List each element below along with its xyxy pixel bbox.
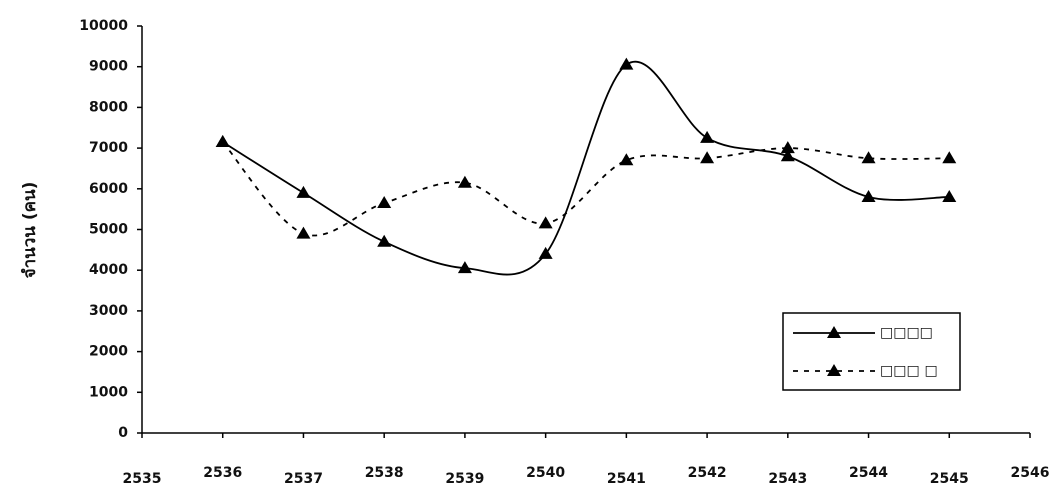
series-line — [222, 141, 950, 237]
point-marker — [700, 130, 715, 143]
point-marker — [619, 57, 634, 70]
point-marker — [377, 234, 392, 247]
y-tick-label: 8000 — [89, 99, 128, 115]
y-tick-label: 5000 — [89, 222, 128, 238]
point-marker — [619, 153, 634, 166]
y-axis-title: จำนวน (คน) — [20, 182, 40, 279]
y-tick-label: 6000 — [89, 181, 128, 197]
point-marker — [215, 134, 230, 147]
point-marker — [377, 196, 392, 209]
x-tick-label: 2543 — [768, 471, 807, 487]
point-marker — [861, 151, 876, 164]
point-marker — [538, 246, 553, 259]
x-tick-label: 2546 — [1011, 465, 1050, 481]
x-tick-label: 2542 — [688, 465, 727, 481]
y-tick-label: 3000 — [89, 303, 128, 319]
legend-marker — [827, 364, 841, 376]
legend-marker — [827, 326, 841, 338]
legend-box — [782, 312, 961, 391]
point-marker — [700, 151, 715, 164]
y-tick-label: 7000 — [89, 140, 128, 156]
x-tick-label: 2537 — [284, 471, 323, 487]
legend-label: □□□ □ — [880, 363, 938, 379]
x-tick-label: 2539 — [445, 471, 484, 487]
x-tick-label: 2538 — [365, 465, 404, 481]
y-tick-label: 0 — [118, 425, 128, 441]
point-marker — [780, 149, 795, 162]
point-marker — [538, 216, 553, 229]
point-marker — [942, 189, 957, 202]
point-marker — [296, 185, 311, 198]
point-marker — [861, 189, 876, 202]
point-marker — [296, 226, 311, 239]
y-tick-label: 10000 — [79, 18, 128, 34]
y-tick-label: 2000 — [89, 344, 128, 360]
x-tick-label: 2541 — [607, 471, 646, 487]
x-tick-label: 2545 — [930, 471, 969, 487]
x-tick-label: 2535 — [123, 471, 162, 487]
y-tick-label: 9000 — [89, 59, 128, 75]
point-marker — [457, 261, 472, 274]
y-tick-label: 4000 — [89, 262, 128, 278]
y-tick-label: 1000 — [89, 384, 128, 400]
series-line — [222, 60, 950, 276]
point-marker — [780, 141, 795, 154]
point-marker — [457, 175, 472, 188]
point-marker — [942, 151, 957, 164]
x-tick-label: 2544 — [849, 465, 888, 481]
x-tick-label: 2536 — [203, 465, 242, 481]
legend-label: □□□□ — [880, 325, 933, 341]
x-tick-label: 2540 — [526, 465, 565, 481]
